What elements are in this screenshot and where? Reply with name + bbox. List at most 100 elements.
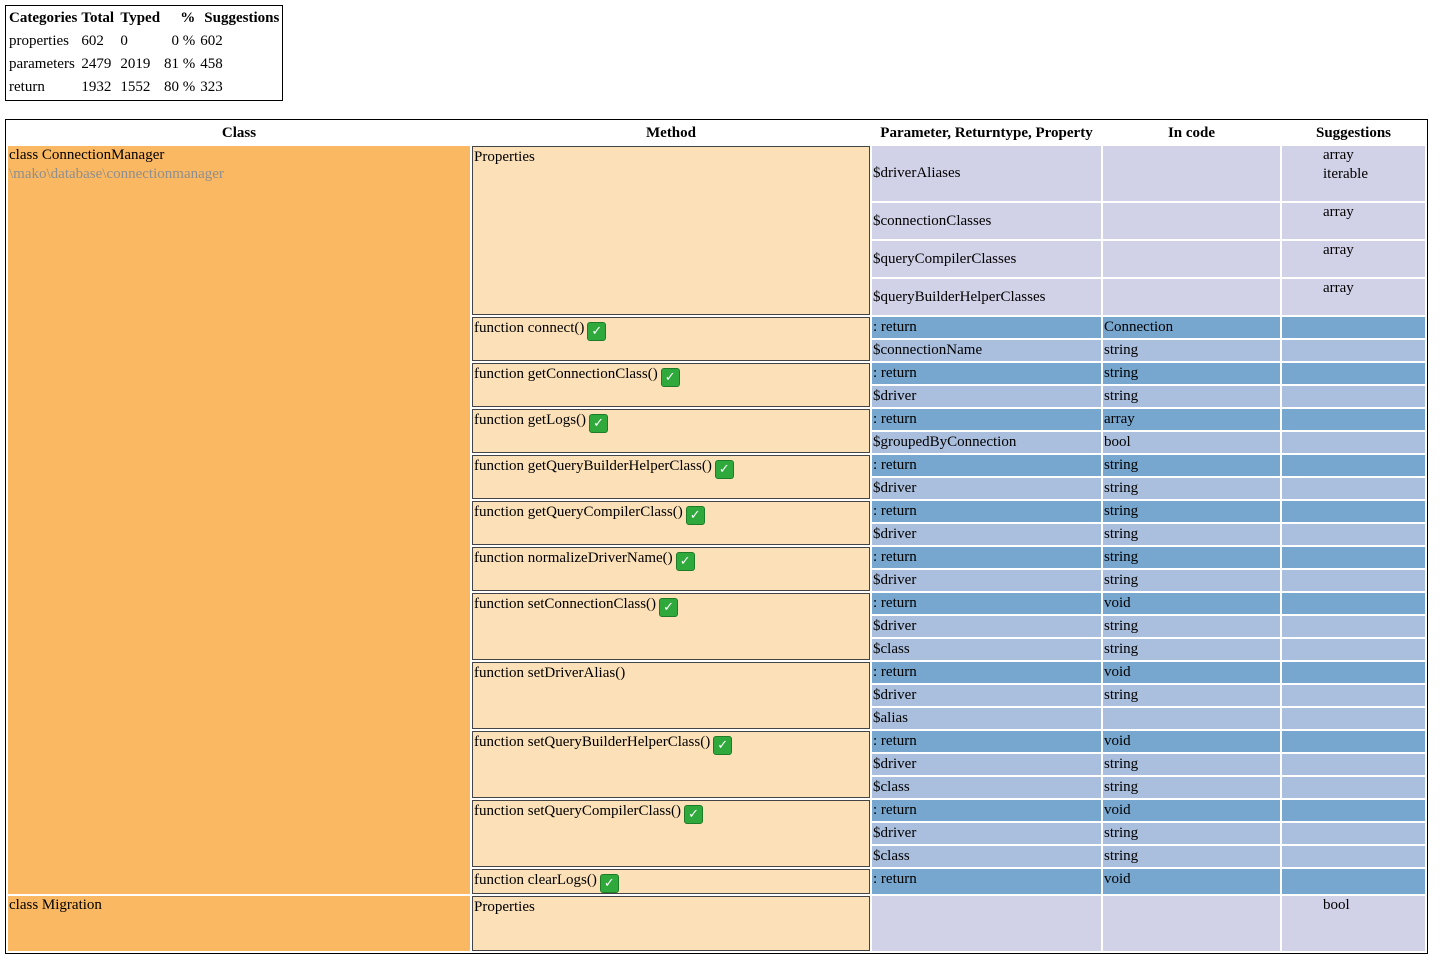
suggestion-cell [1282, 409, 1425, 430]
in-code-type: string [1103, 639, 1280, 660]
property-suggestions: array [1282, 279, 1425, 315]
method-cell: function connect() ✓ [472, 317, 870, 361]
method-row: $class string [8, 846, 1425, 867]
summary-header: % [180, 10, 196, 26]
check-mark-icon: ✓ [587, 322, 607, 341]
in-code-type: Connection [1103, 317, 1280, 338]
in-code-type: string [1103, 846, 1280, 867]
parameter-name: $class [872, 639, 1101, 660]
suggestion-cell [1282, 363, 1425, 384]
method-cell: function getLogs() ✓ [472, 409, 870, 453]
class-name: class ConnectionManager [9, 147, 165, 163]
summary-header: Categories [9, 10, 78, 26]
parameter-name: $class [872, 846, 1101, 867]
in-code-type: string [1103, 754, 1280, 775]
parameter-name: $class [872, 777, 1101, 798]
in-code-type: string [1103, 478, 1280, 499]
method-name: function setConnectionClass() [474, 596, 657, 612]
in-code-type: string [1103, 823, 1280, 844]
summary-cell: 602 [81, 33, 104, 49]
property-in-code [1103, 203, 1280, 239]
property-suggestions: bool [1282, 896, 1425, 951]
in-code-type [1103, 708, 1280, 729]
suggestion-cell [1282, 823, 1425, 844]
summary-cell: 80 % [164, 79, 196, 95]
summary-header: Typed [120, 10, 161, 26]
method-row: function setQueryBuilderHelperClass() ✓: … [8, 731, 1425, 798]
check-mark-icon: ✓ [659, 598, 679, 617]
method-name: function setDriverAlias() [474, 665, 626, 681]
suggestion-item: array [1323, 242, 1354, 258]
return-label: : return [872, 409, 1101, 430]
check-mark-icon: ✓ [589, 414, 609, 433]
method-row: $class string [8, 777, 1425, 798]
method-row: $groupedByConnection bool [8, 432, 1425, 453]
method-cell: function setQueryBuilderHelperClass() ✓ [472, 731, 870, 798]
suggestion-cell [1282, 685, 1425, 706]
suggestion-item: bool [1323, 897, 1350, 913]
in-code-type: string [1103, 777, 1280, 798]
return-label: : return [872, 317, 1101, 338]
method-name: function clearLogs() [474, 872, 597, 888]
method-row: function setConnectionClass() ✓: return vo… [8, 593, 1425, 660]
summary-header: Suggestions [204, 10, 280, 26]
method-name: function getConnectionClass() [474, 366, 658, 382]
return-label: : return [872, 662, 1101, 683]
method-row: function clearLogs() ✓: return void [8, 869, 1425, 894]
method-row: function getQueryCompilerClass() ✓: retur… [8, 501, 1425, 545]
method-cell: function normalizeDriverName() ✓ [472, 547, 870, 591]
suggestion-cell [1282, 754, 1425, 775]
method-name: function getQueryBuilderHelperClass() [474, 458, 712, 474]
summary-cell: 2019 [120, 56, 151, 72]
method-row: function getQueryBuilderHelperClass() ✓: … [8, 455, 1425, 499]
method-cell: function getQueryCompilerClass() ✓ [472, 501, 870, 545]
check-mark-icon: ✓ [684, 805, 704, 824]
summary-cell: 602 [200, 33, 223, 49]
return-label: : return [872, 363, 1101, 384]
suggestion-list: array [1283, 241, 1424, 260]
method-cell: function getConnectionClass() ✓ [472, 363, 870, 407]
suggestion-cell [1282, 869, 1425, 894]
method-name: function getQueryCompilerClass() [474, 504, 683, 520]
summary-row: return 1932 1552 80 % 323 [8, 77, 280, 98]
summary-header: Total [81, 10, 115, 26]
method-row: $driver string [8, 616, 1425, 637]
property-in-code [1103, 896, 1280, 951]
property-name [872, 896, 1101, 951]
summary-cell: 81 % [164, 56, 196, 72]
in-code-type: string [1103, 340, 1280, 361]
return-label: : return [872, 800, 1101, 821]
summary-cell: 1552 [120, 79, 151, 95]
summary-cell: 323 [200, 79, 223, 95]
in-code-type: string [1103, 455, 1280, 476]
check-mark-icon: ✓ [660, 368, 680, 387]
class-cell: class Migration [8, 896, 470, 951]
column-header-in-code: In code [1167, 125, 1216, 141]
method-name: function getLogs() [474, 412, 587, 428]
return-label: : return [872, 547, 1101, 568]
suggestion-list: array [1283, 279, 1424, 298]
suggestion-list: array [1283, 203, 1424, 222]
main-header-row: Class Method Parameter, Returntype, Prop… [8, 122, 1425, 144]
property-in-code [1103, 241, 1280, 277]
method-name: function setQueryCompilerClass() [474, 803, 682, 819]
summary-cell: 458 [200, 56, 223, 72]
method-row: $driver string [8, 685, 1425, 706]
in-code-type: string [1103, 524, 1280, 545]
suggestion-cell [1282, 639, 1425, 660]
method-cell: function setDriverAlias() [472, 662, 870, 729]
parameter-name: $connectionName [872, 340, 1101, 361]
in-code-type: void [1103, 800, 1280, 821]
class-name: class Migration [9, 897, 102, 913]
property-row: class Migration Properties bool [8, 896, 1425, 951]
property-suggestions: array iterable [1282, 146, 1425, 201]
suggestion-cell [1282, 386, 1425, 407]
method-row: $class string [8, 639, 1425, 660]
return-label: : return [872, 731, 1101, 752]
property-in-code [1103, 279, 1280, 315]
suggestion-cell [1282, 547, 1425, 568]
summary-cell: properties [9, 33, 69, 49]
return-label: : return [872, 455, 1101, 476]
in-code-type: string [1103, 501, 1280, 522]
method-name: function connect() [474, 320, 585, 336]
